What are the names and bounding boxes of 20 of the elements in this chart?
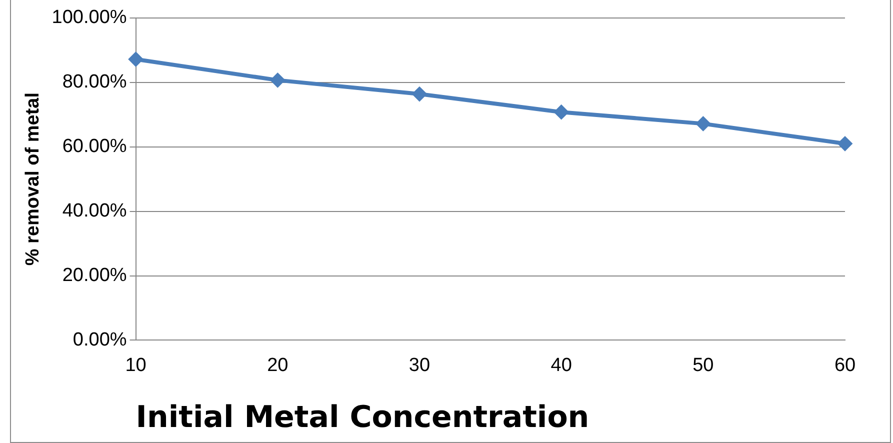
- point: [270, 72, 286, 88]
- x-tick-label: 50: [692, 354, 714, 376]
- y-tick-label: 60.00%: [62, 136, 127, 158]
- point: [128, 52, 144, 67]
- x-axis-title: Initial Metal Concentration: [136, 400, 590, 435]
- x-tick-label: 40: [550, 354, 572, 376]
- point: [554, 104, 569, 120]
- point: [696, 116, 711, 132]
- y-axis-title: % removal of metal: [22, 92, 44, 266]
- y-tick-label: 20.00%: [62, 264, 127, 286]
- x-tick-label: 20: [267, 354, 288, 376]
- y-tick-label: 100.00%: [52, 7, 127, 28]
- y-tick-label: 80.00%: [62, 72, 127, 93]
- x-tick-label: 30: [408, 354, 430, 376]
- point: [412, 86, 427, 102]
- x-tick-label: 10: [125, 354, 146, 376]
- y-tick-label: 0.00%: [72, 329, 127, 350]
- point: [838, 136, 852, 152]
- y-tick-label: 40.00%: [62, 200, 127, 222]
- x-tick-label: 60: [834, 354, 856, 376]
